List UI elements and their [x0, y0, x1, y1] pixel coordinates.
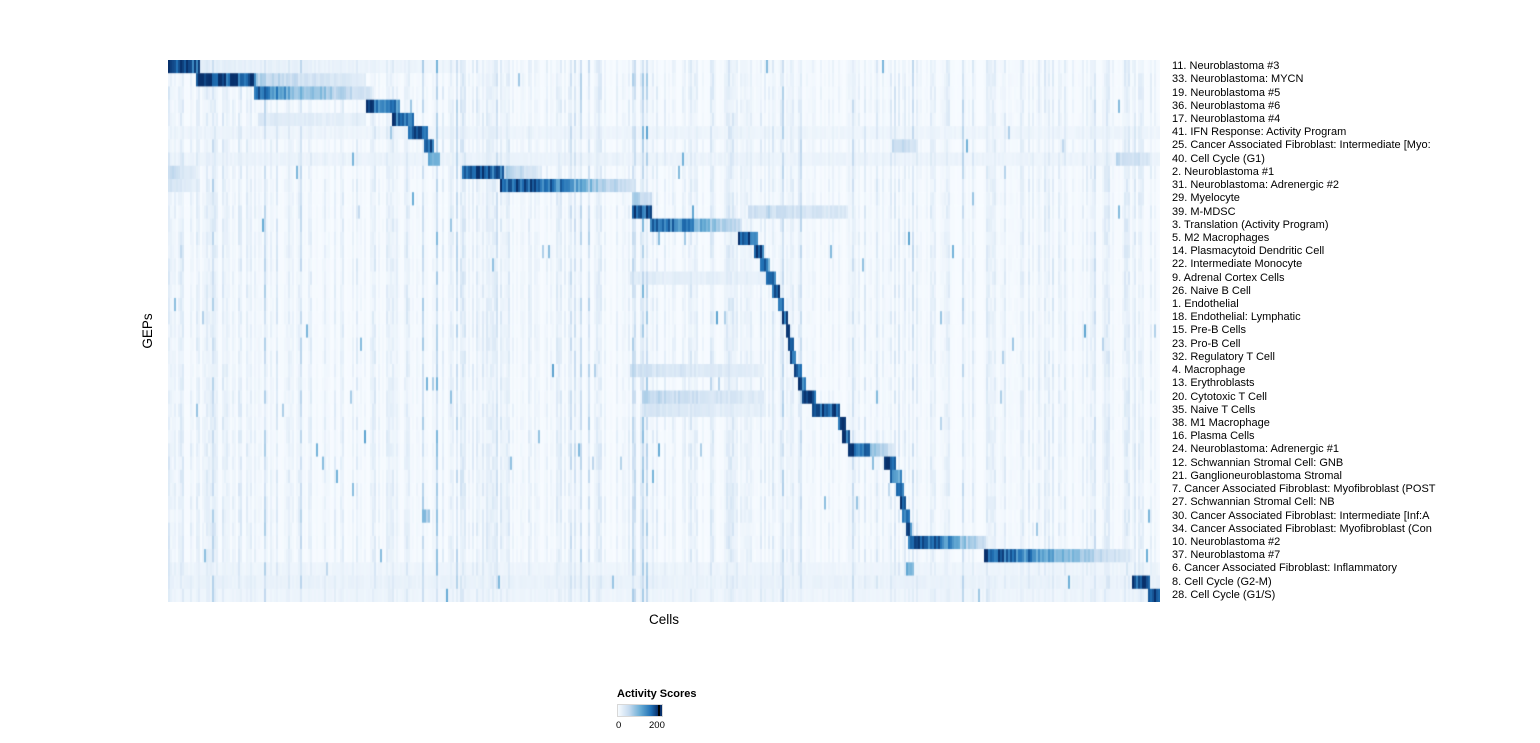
- row-label: 41. IFN Response: Activity Program: [1172, 126, 1347, 139]
- row-label: 1. Endothelial: [1172, 298, 1239, 311]
- row-label: 25. Cancer Associated Fibroblast: Interm…: [1172, 139, 1431, 152]
- row-label: 39. M-MDSC: [1172, 205, 1236, 218]
- row-label: 4. Macrophage: [1172, 364, 1246, 377]
- row-label: 16. Plasma Cells: [1172, 430, 1255, 443]
- row-label: 13. Erythroblasts: [1172, 377, 1255, 390]
- legend-labels: 0 200: [616, 720, 747, 732]
- legend-max-tick: [658, 705, 660, 716]
- x-axis-label: Cells: [648, 612, 679, 627]
- row-label: 8. Cell Cycle (G2-M): [1172, 575, 1272, 588]
- row-label: 10. Neuroblastoma #2: [1172, 535, 1281, 548]
- row-label: 34. Cancer Associated Fibroblast: Myofib…: [1172, 522, 1432, 535]
- row-label: 38. M1 Macrophage: [1172, 417, 1270, 430]
- row-label: 17. Neuroblastoma #4: [1172, 112, 1281, 125]
- row-label: 19. Neuroblastoma #5: [1172, 86, 1281, 99]
- legend-colorbar: [617, 704, 663, 717]
- row-label: 29. Myelocyte: [1172, 192, 1240, 205]
- row-label: 35. Naive T Cells: [1172, 403, 1256, 416]
- row-label: 27. Schwannian Stromal Cell: NB: [1172, 496, 1335, 509]
- row-label: 33. Neuroblastoma: MYCN: [1172, 73, 1304, 86]
- legend-max-label: 200: [649, 720, 665, 731]
- row-label: 40. Cell Cycle (G1): [1172, 152, 1265, 165]
- row-label: 6. Cancer Associated Fibroblast: Inflamm…: [1172, 562, 1397, 575]
- row-label: 28. Cell Cycle (G1/S): [1172, 588, 1276, 601]
- row-label: 24. Neuroblastoma: Adrenergic #1: [1172, 443, 1339, 456]
- row-label: 12. Schwannian Stromal Cell: GNB: [1172, 456, 1344, 469]
- legend: Activity Scores 0 200: [616, 688, 747, 732]
- row-label: 30. Cancer Associated Fibroblast: Interm…: [1172, 509, 1430, 522]
- row-label: 9. Adrenal Cortex Cells: [1172, 271, 1285, 284]
- row-label: 37. Neuroblastoma #7: [1172, 549, 1281, 562]
- row-label: 7. Cancer Associated Fibroblast: Myofibr…: [1172, 483, 1436, 496]
- row-label: 21. Ganglioneuroblastoma Stromal: [1172, 469, 1342, 482]
- row-label: 22. Intermediate Monocyte: [1172, 258, 1303, 271]
- row-label: 32. Regulatory T Cell: [1172, 350, 1275, 363]
- y-axis-label: GEPs: [140, 313, 155, 349]
- row-label: 3. Translation (Activity Program): [1172, 218, 1329, 231]
- legend-title: Activity Scores: [617, 688, 697, 700]
- row-label: 26. Naive B Cell: [1172, 284, 1251, 297]
- row-label: 5. M2 Macrophages: [1172, 231, 1270, 244]
- row-label: 15. Pre-B Cells: [1172, 324, 1246, 337]
- row-label: 20. Cytotoxic T Cell: [1172, 390, 1267, 403]
- row-labels: 11. Neuroblastoma #3 33. Neuroblastoma: M…: [1160, 60, 1540, 602]
- row-label: 31. Neuroblastoma: Adrenergic #2: [1172, 179, 1339, 192]
- row-label: 23. Pro-B Cell: [1172, 337, 1241, 350]
- heatmap-canvas: [168, 60, 1160, 602]
- row-label: 11. Neuroblastoma #3: [1172, 60, 1280, 73]
- row-label: 36. Neuroblastoma #6: [1172, 99, 1281, 112]
- row-label: 18. Endothelial: Lymphatic: [1172, 311, 1301, 324]
- row-label: 2. Neuroblastoma #1: [1172, 165, 1275, 178]
- legend-min-label: 0: [616, 720, 622, 731]
- row-label: 14. Plasmacytoid Dendritic Cell: [1172, 245, 1325, 258]
